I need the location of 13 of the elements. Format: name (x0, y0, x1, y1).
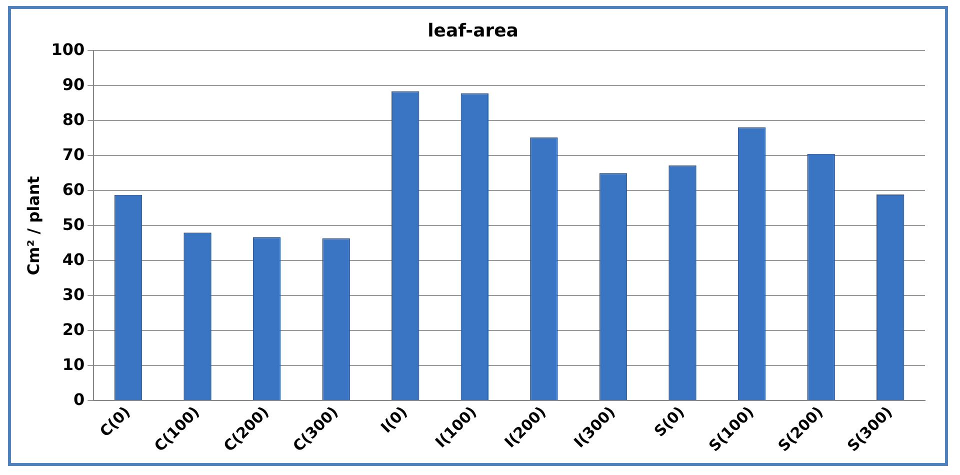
y-tick-label: 10 (62, 354, 85, 374)
y-tick-label: 100 (51, 40, 85, 59)
y-tick-label: 60 (62, 180, 85, 199)
y-tick-label: 70 (62, 144, 85, 164)
chart-title: leaf-area (428, 20, 518, 42)
y-tick-label: 80 (62, 110, 85, 129)
y-tick-label: 30 (62, 284, 85, 304)
y-tick-label: 40 (62, 250, 85, 269)
y-tick-label: 90 (62, 74, 85, 94)
y-axis-title: Cm² / plant (24, 176, 43, 276)
y-tick-label: 50 (62, 214, 85, 234)
y-tick-label: 20 (62, 320, 85, 339)
y-tick-label: 0 (73, 390, 85, 409)
